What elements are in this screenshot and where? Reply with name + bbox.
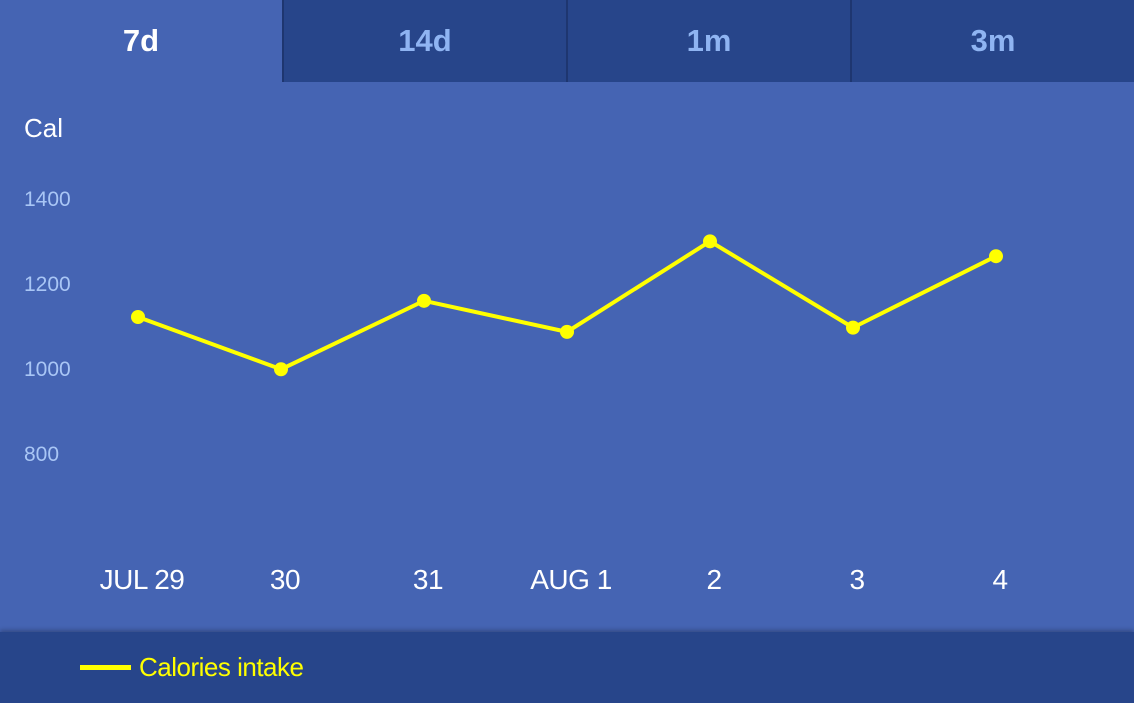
legend-label: Calories intake	[139, 652, 304, 682]
y-tick-label: 1400	[24, 188, 71, 211]
x-tick-label: 4	[992, 564, 1007, 595]
data-point	[417, 293, 431, 308]
legend-swatch	[80, 665, 131, 670]
series-line	[136, 239, 998, 372]
y-axis-label: Cal	[24, 113, 63, 143]
x-tick-label: AUG 1	[530, 564, 612, 595]
x-tick-label: 30	[270, 564, 300, 595]
x-tick-label: 3	[849, 564, 864, 595]
x-tick-label: 2	[706, 564, 721, 595]
data-point	[274, 362, 288, 377]
data-point	[846, 320, 860, 335]
data-point	[131, 310, 145, 324]
tab-3m[interactable]: 3m	[850, 0, 1134, 82]
data-point	[560, 324, 574, 339]
legend-item: Calories intake	[80, 632, 304, 703]
range-tabs: 7d 14d 1m 3m	[0, 0, 1134, 82]
y-tick-label: 1200	[24, 273, 71, 296]
tab-1m[interactable]: 1m	[566, 0, 850, 82]
legend-bar: Calories intake	[0, 632, 1134, 703]
tab-7d[interactable]: 7d	[0, 0, 282, 82]
y-tick-label: 1000	[24, 358, 71, 381]
x-tick-label: 31	[413, 564, 443, 595]
tab-14d[interactable]: 14d	[282, 0, 566, 82]
data-point	[989, 249, 1003, 264]
y-tick-label: 800	[24, 443, 59, 466]
line-chart: Cal 800 1000 1200 1400 JUL 29 30 31 AUG 1 2 3 4	[24, 113, 1008, 595]
data-point	[703, 234, 717, 249]
x-tick-label: JUL 29	[100, 564, 185, 595]
chart-area: Cal 800 1000 1200 1400 JUL 29 30 31 AUG 1 2 3 4	[0, 82, 1134, 632]
